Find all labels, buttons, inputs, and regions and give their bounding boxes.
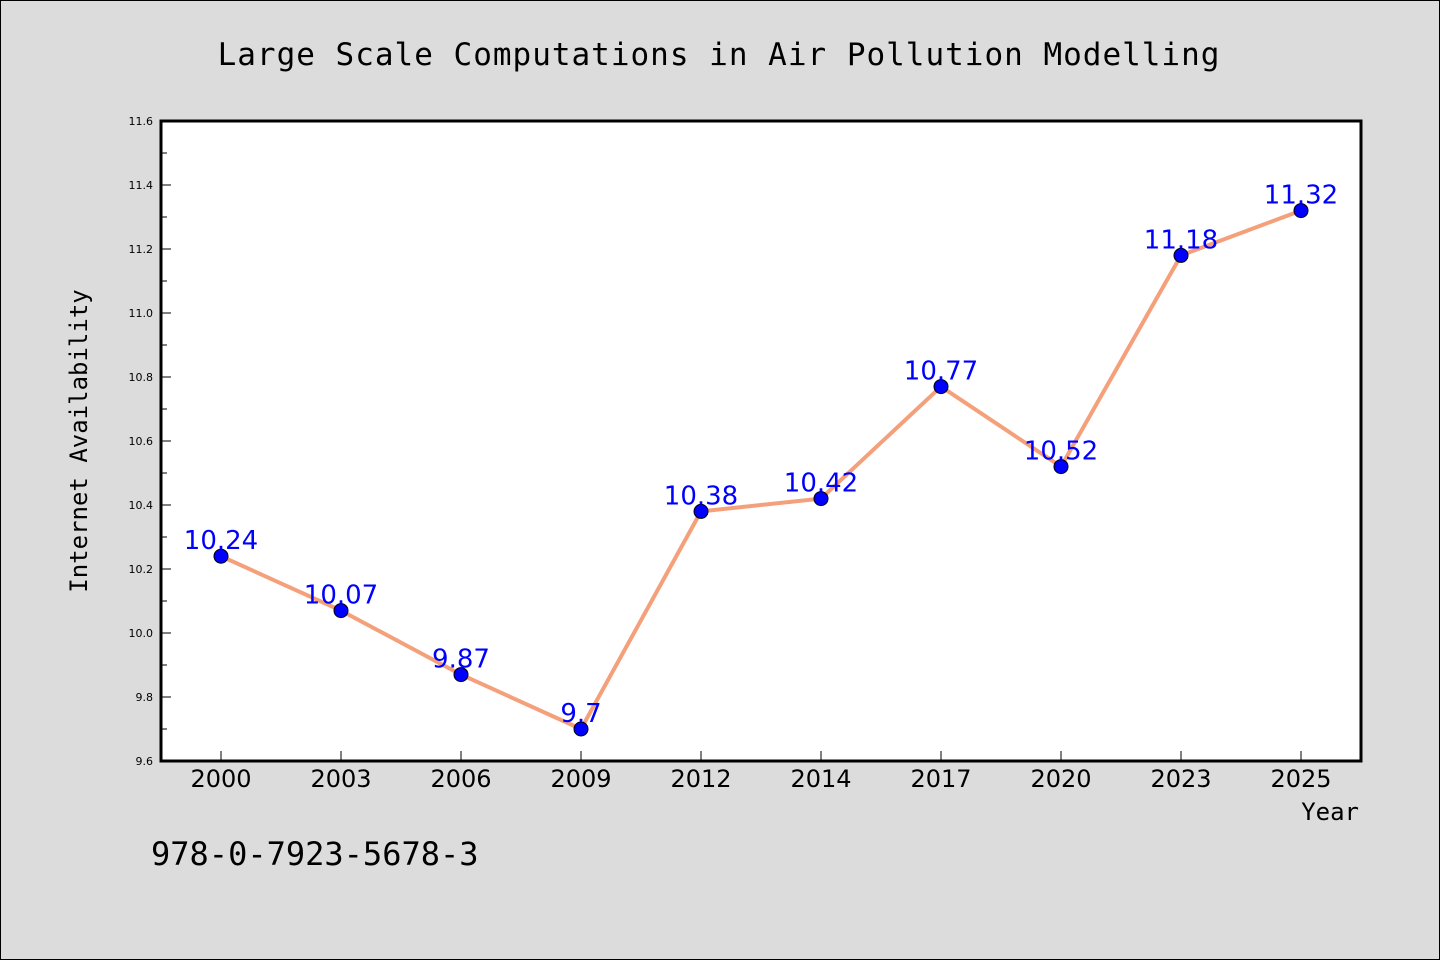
data-label: 10.24 [184, 526, 258, 556]
x-tick-label: 2009 [550, 765, 611, 793]
y-tick-label: 10.8 [129, 371, 154, 384]
data-label: 11.18 [1144, 225, 1218, 255]
y-tick-label: 11.0 [129, 307, 154, 320]
data-label: 10.42 [784, 469, 858, 499]
data-point [933, 379, 949, 395]
y-tick-label: 10.0 [129, 627, 154, 640]
x-tick-label: 2006 [430, 765, 491, 793]
chart-title: Large Scale Computations in Air Pollutio… [218, 37, 1221, 73]
x-tick-label: 2017 [910, 765, 971, 793]
y-tick-label: 10.4 [129, 499, 154, 512]
data-labels: 10.24 10.07 9.87 9.7 10.38 10.42 10.77 10.52 11.… [184, 181, 1338, 729]
data-point [1053, 459, 1069, 475]
data-point [693, 503, 709, 519]
y-tick-label: 11.2 [129, 243, 154, 256]
y-tick-label: 9.8 [136, 691, 154, 704]
x-tick-label: 2025 [1270, 765, 1331, 793]
data-label: 9.7 [560, 699, 601, 729]
x-tick-label: 2023 [1150, 765, 1211, 793]
data-point [1293, 203, 1309, 219]
plot-area [159, 119, 1363, 763]
data-point [813, 491, 829, 507]
y-axis-label: Internet Availability [65, 289, 93, 592]
data-point [453, 667, 469, 683]
data-label: 10.07 [304, 581, 378, 611]
x-axis: 2000 2003 2006 2009 2012 2014 2017 2020 2023 2025 [190, 751, 1332, 793]
x-tick-label: 2012 [670, 765, 731, 793]
isbn-text: 978-0-7923-5678-3 [151, 835, 479, 873]
y-tick-label: 11.4 [129, 179, 154, 192]
y-axis: 9.6 9.8 10.0 10.2 10.4 10.6 10.8 11.0 11.2 11.4 11… [129, 115, 171, 768]
data-label: 10.38 [664, 481, 738, 511]
data-point [213, 548, 229, 564]
y-tick-label: 9.6 [136, 755, 154, 768]
x-tick-label: 2003 [310, 765, 371, 793]
data-point [333, 603, 349, 619]
x-tick-label: 2000 [190, 765, 251, 793]
y-tick-label: 10.2 [129, 563, 154, 576]
data-label: 10.77 [904, 357, 978, 387]
data-point [573, 721, 589, 737]
data-label: 10.52 [1024, 437, 1098, 467]
y-tick-label: 11.6 [129, 115, 154, 128]
data-label: 9.87 [432, 645, 490, 675]
data-label: 11.32 [1264, 181, 1338, 211]
data-point [1173, 247, 1189, 263]
y-tick-label: 10.6 [129, 435, 154, 448]
x-axis-label: Year [1301, 798, 1359, 826]
x-tick-label: 2020 [1030, 765, 1091, 793]
x-tick-label: 2014 [790, 765, 851, 793]
series-line [220, 208, 1302, 731]
data-points [213, 203, 1309, 737]
